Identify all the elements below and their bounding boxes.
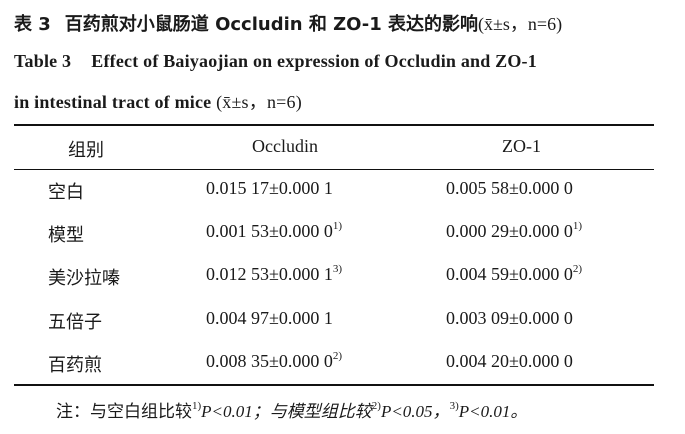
- header-zo1: ZO-1: [502, 136, 541, 156]
- table-top-rule: [14, 124, 654, 126]
- table-number-cn: 表 3: [14, 14, 51, 35]
- row-occludin: 0.001 53±0.000 01): [206, 220, 343, 242]
- header-group: 组别: [68, 140, 104, 161]
- row-zo1: 0.000 29±0.000 01): [446, 220, 583, 242]
- caption-stat-en: (x̄±s，n=6): [216, 92, 302, 112]
- row-zo1: 0.004 20±0.000 0: [446, 351, 573, 371]
- row-zo1: 0.004 59±0.000 02): [446, 263, 583, 285]
- caption-title-en-1: Effect of Baiyaojian on expression of Oc…: [91, 51, 537, 71]
- row-zo1: 0.003 09±0.000 0: [446, 308, 573, 328]
- table-caption-english-line2: in intestinal tract of mice (x̄±s，n=6): [14, 88, 302, 114]
- row-group: 百药煎: [48, 355, 102, 376]
- row-occludin: 0.004 97±0.000 1: [206, 308, 333, 328]
- caption-title-en-2: in intestinal tract of mice: [14, 92, 212, 112]
- row-occludin: 0.015 17±0.000 1: [206, 178, 333, 198]
- table-header-rule: [14, 169, 654, 170]
- table-footnote: 注：与空白组比较1)P<0.01；与模型组比较2)P<0.05，3)P<0.01…: [56, 400, 528, 423]
- table-bottom-rule: [14, 384, 654, 386]
- row-group: 空白: [48, 182, 84, 203]
- row-group: 模型: [48, 225, 84, 246]
- table-number-en: Table 3: [14, 51, 72, 71]
- table-caption-english-line1: Table 3 Effect of Baiyaojian on expressio…: [14, 51, 537, 72]
- row-zo1: 0.005 58±0.000 0: [446, 178, 573, 198]
- table-caption-chinese: 表 3 百药煎对小鼠肠道 Occludin 和 ZO-1 表达的影响(x̄±s，n…: [14, 10, 562, 36]
- caption-stat-cn: (x̄±s，n=6): [478, 14, 563, 34]
- header-occludin: Occludin: [252, 136, 318, 156]
- row-occludin: 0.012 53±0.000 13): [206, 263, 343, 285]
- caption-title-cn: 百药煎对小鼠肠道 Occludin 和 ZO-1 表达的影响: [64, 14, 479, 35]
- row-group: 五倍子: [48, 312, 102, 333]
- row-occludin: 0.008 35±0.000 02): [206, 350, 343, 372]
- row-group: 美沙拉嗪: [48, 268, 120, 289]
